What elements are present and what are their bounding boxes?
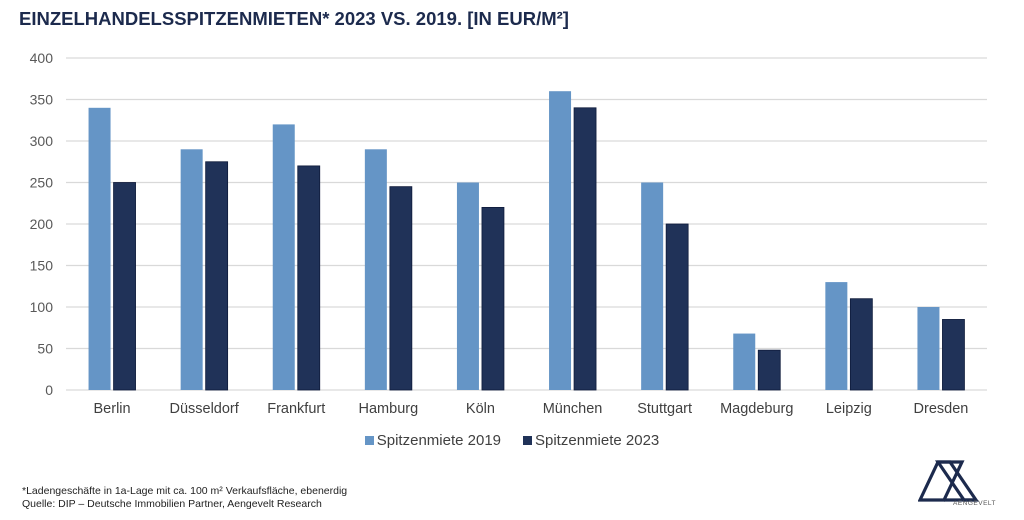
y-tick-label: 400 [30, 50, 54, 66]
bar-münchen-2019 [549, 91, 572, 390]
bar-hamburg-2019 [364, 149, 387, 390]
bar-leipzig-2023 [849, 298, 873, 391]
legend: Spitzenmiete 2019 Spitzenmiete 2023 [0, 432, 1024, 449]
bar-berlin-2023 [113, 182, 136, 391]
bar-hamburg-2023 [389, 186, 413, 391]
bars [88, 91, 965, 391]
bar-leipzig-2019 [825, 282, 848, 390]
legend-item-2023: Spitzenmiete 2023 [523, 432, 659, 449]
footnote-source: Quelle: DIP – Deutsche Immobilien Partne… [22, 498, 322, 510]
gridlines [66, 57, 987, 391]
bar-frankfurt-2023 [297, 165, 321, 391]
y-tick-label: 300 [30, 133, 54, 149]
logo-text: AENGEVELT [953, 500, 997, 507]
x-axis-labels: Berlin Düsseldorf Frankfurt Hamburg Köln Münc… [94, 401, 969, 417]
x-tick-label: Köln [466, 401, 495, 417]
footnote: *Ladengeschäfte in 1a-Lage mit ca. 100 m… [22, 485, 347, 511]
bar-köln-2019 [456, 182, 479, 390]
x-tick-label: München [543, 401, 603, 417]
x-tick-label: Frankfurt [267, 401, 325, 417]
y-tick-label: 50 [37, 341, 53, 357]
x-tick-label: Stuttgart [637, 401, 692, 417]
x-tick-label: Hamburg [359, 401, 419, 417]
y-tick-label: 150 [30, 258, 54, 274]
bar-dresden-2019 [917, 307, 940, 390]
bar-berlin-2019 [88, 107, 111, 391]
bar-chart: 0 50 100 150 200 250 300 350 400 Berlin Düsseldor… [30, 50, 987, 417]
y-tick-label: 350 [30, 92, 54, 108]
y-tick-label: 100 [30, 299, 54, 315]
bar-frankfurt-2019 [272, 124, 295, 391]
legend-item-2019: Spitzenmiete 2019 [364, 432, 501, 449]
x-tick-label: Dresden [914, 401, 969, 417]
footnote-definition: *Ladengeschäfte in 1a-Lage mit ca. 100 m… [22, 485, 348, 497]
legend-label-2023: Spitzenmiete 2023 [535, 432, 660, 449]
bar-köln-2023 [481, 206, 505, 391]
y-tick-label: 200 [30, 216, 54, 232]
y-axis-ticks: 0 50 100 150 200 250 300 350 400 [30, 50, 54, 398]
legend-swatch-2019 [364, 436, 374, 445]
bar-magdeburg-2019 [733, 333, 756, 390]
bar-düsseldorf-2019 [180, 149, 203, 390]
x-tick-label: Düsseldorf [169, 401, 239, 417]
y-tick-label: 0 [45, 382, 53, 398]
bar-stuttgart-2019 [641, 182, 664, 390]
aengevelt-logo-icon [918, 460, 980, 502]
x-tick-label: Leipzig [826, 401, 872, 417]
y-tick-label: 250 [30, 175, 54, 191]
bar-münchen-2023 [573, 107, 597, 391]
legend-swatch-2023 [523, 436, 532, 445]
x-tick-label: Magdeburg [720, 401, 793, 417]
legend-label-2019: Spitzenmiete 2019 [376, 432, 501, 449]
x-tick-label: Berlin [94, 401, 131, 417]
bar-düsseldorf-2023 [205, 161, 229, 391]
bar-stuttgart-2023 [665, 223, 689, 391]
bar-magdeburg-2023 [757, 349, 781, 391]
bar-dresden-2023 [942, 319, 965, 391]
chart-title: EINZELHANDELSSPITZENMIETEN* 2023 VS. 201… [19, 8, 569, 29]
